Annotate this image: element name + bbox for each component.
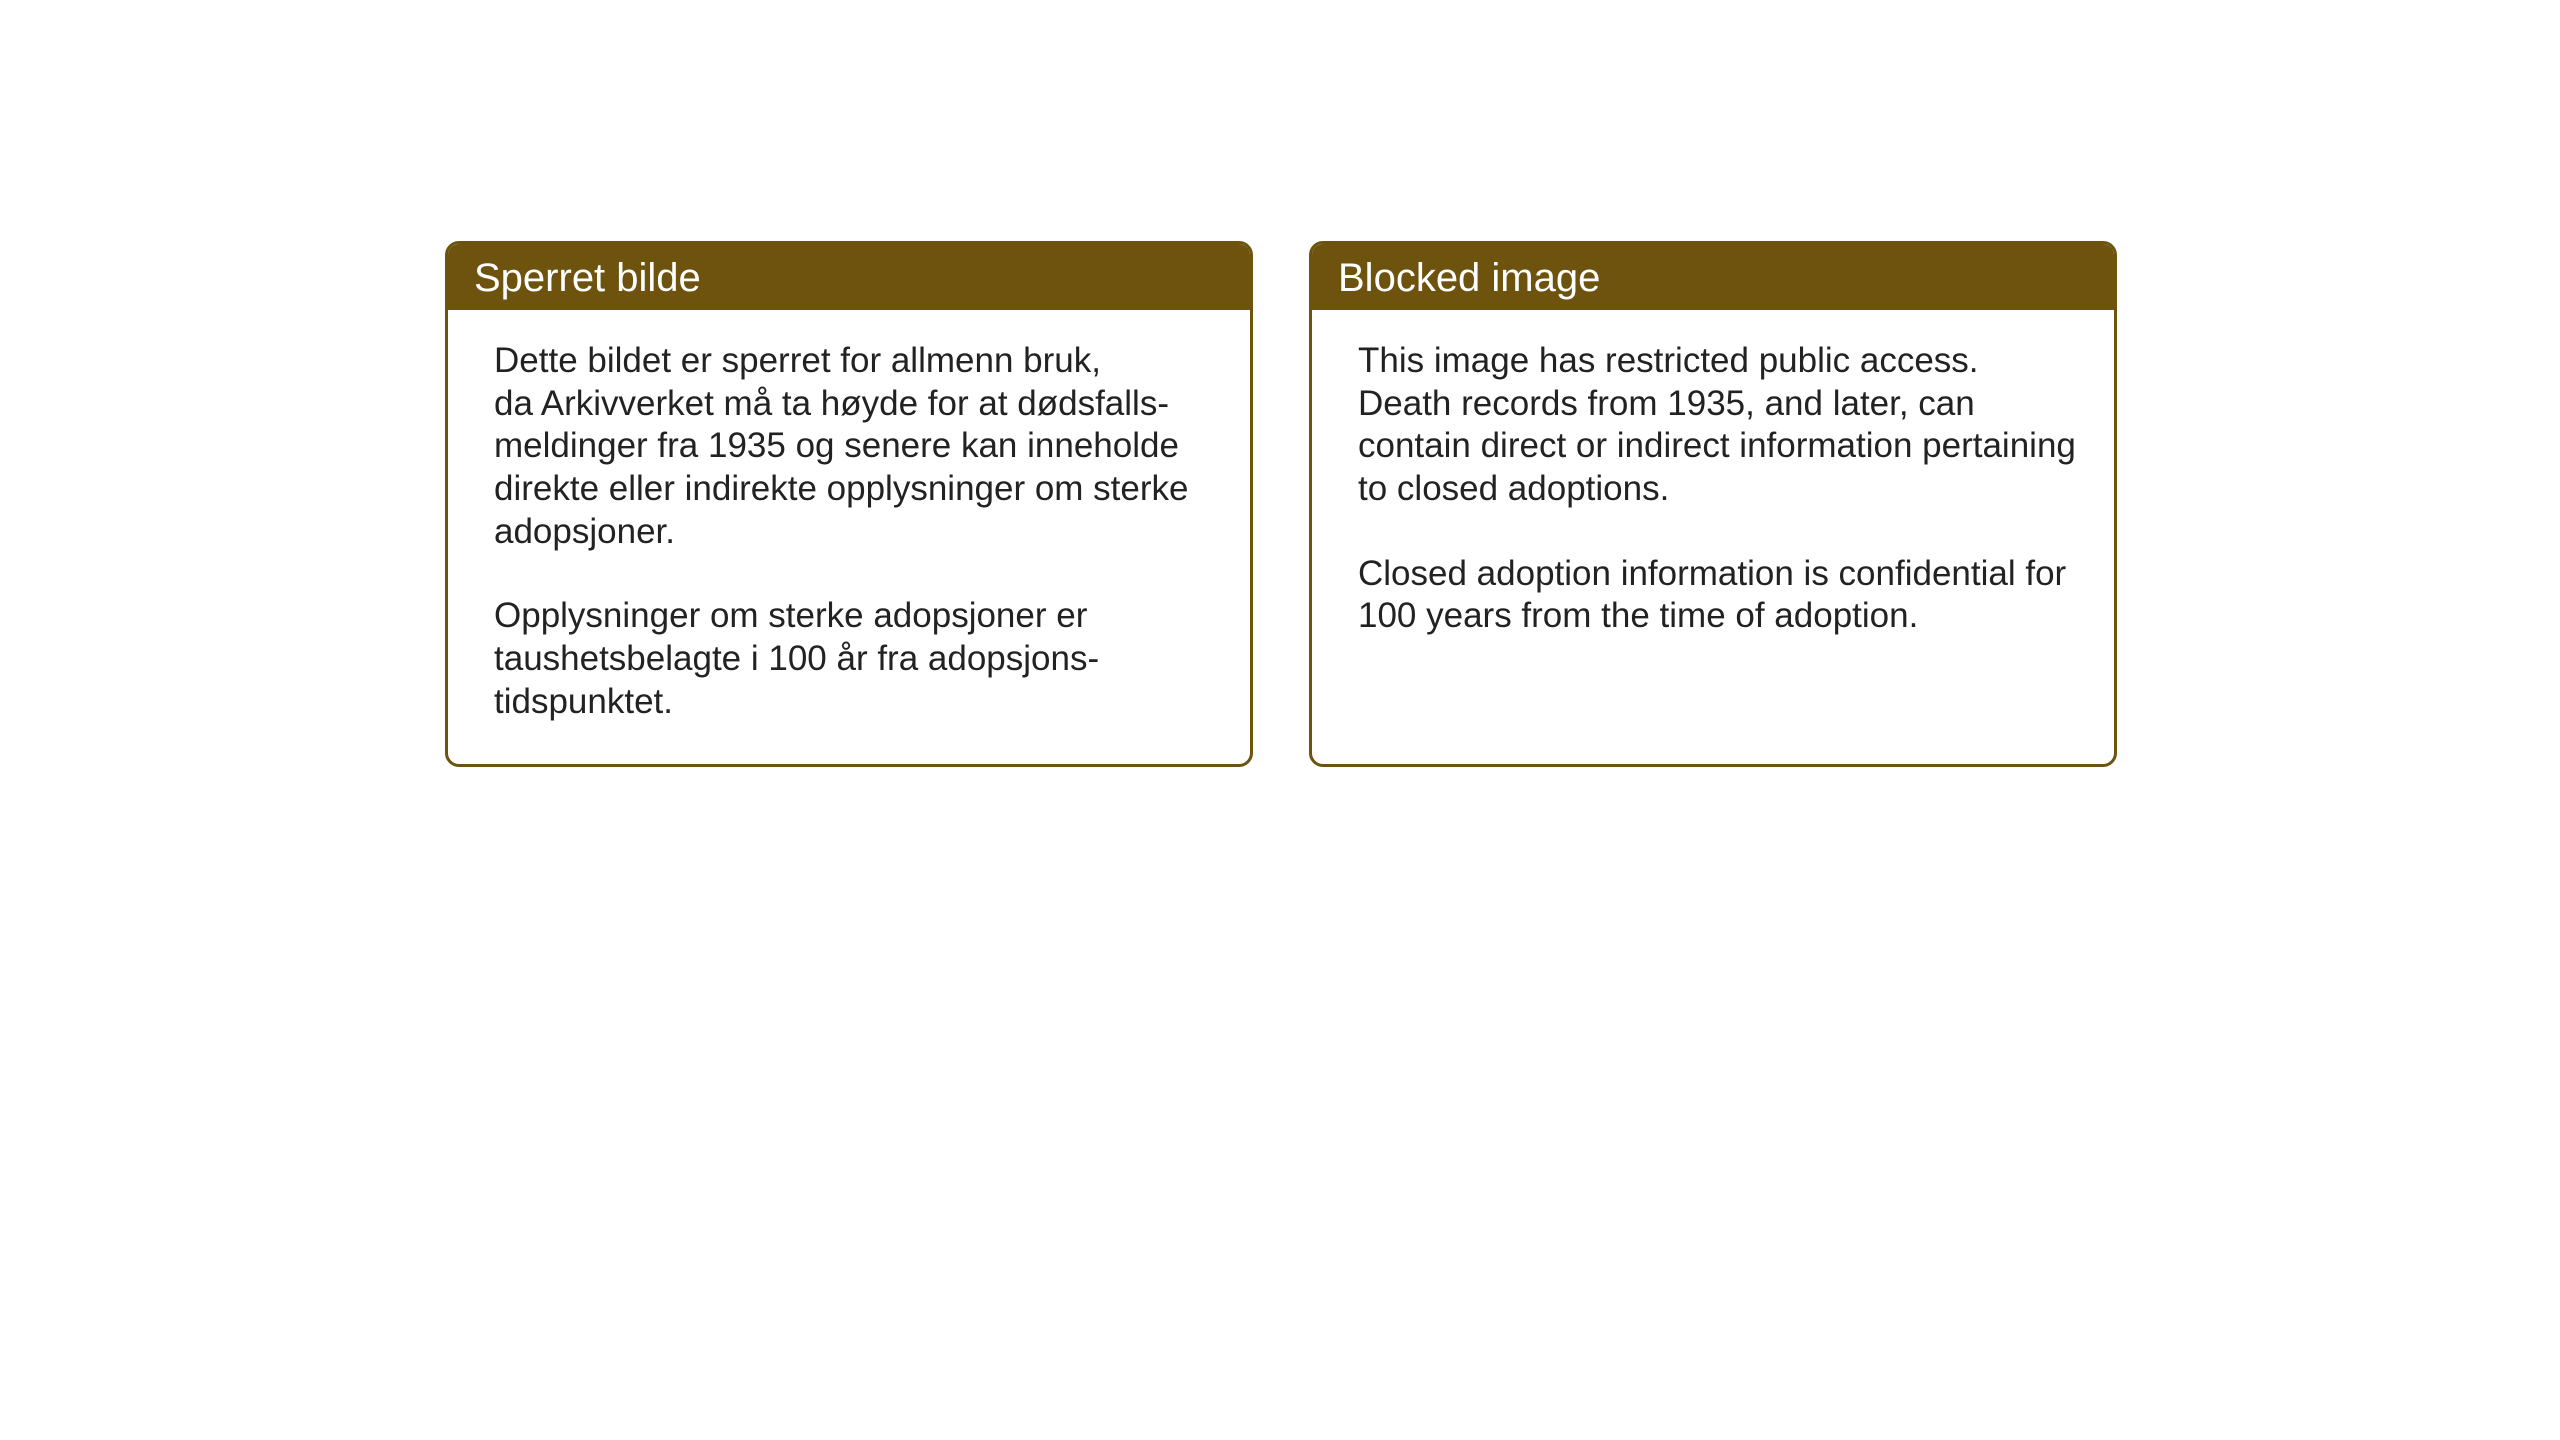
card-body-norwegian: Dette bildet er sperret for allmenn bruk… [448, 310, 1250, 764]
card-paragraph: Opplysninger om sterke adopsjoner er tau… [494, 595, 1212, 723]
card-title: Blocked image [1338, 256, 1600, 300]
card-paragraph: Closed adoption information is confident… [1358, 553, 2076, 638]
card-paragraph: Dette bildet er sperret for allmenn bruk… [494, 340, 1212, 553]
notice-card-norwegian: Sperret bilde Dette bildet er sperret fo… [445, 241, 1253, 767]
notice-cards-container: Sperret bilde Dette bildet er sperret fo… [445, 241, 2117, 767]
card-header-english: Blocked image [1312, 244, 2114, 310]
card-title: Sperret bilde [474, 256, 701, 300]
card-body-english: This image has restricted public access.… [1312, 310, 2114, 764]
card-paragraph: This image has restricted public access.… [1358, 340, 2076, 511]
card-header-norwegian: Sperret bilde [448, 244, 1250, 310]
notice-card-english: Blocked image This image has restricted … [1309, 241, 2117, 767]
